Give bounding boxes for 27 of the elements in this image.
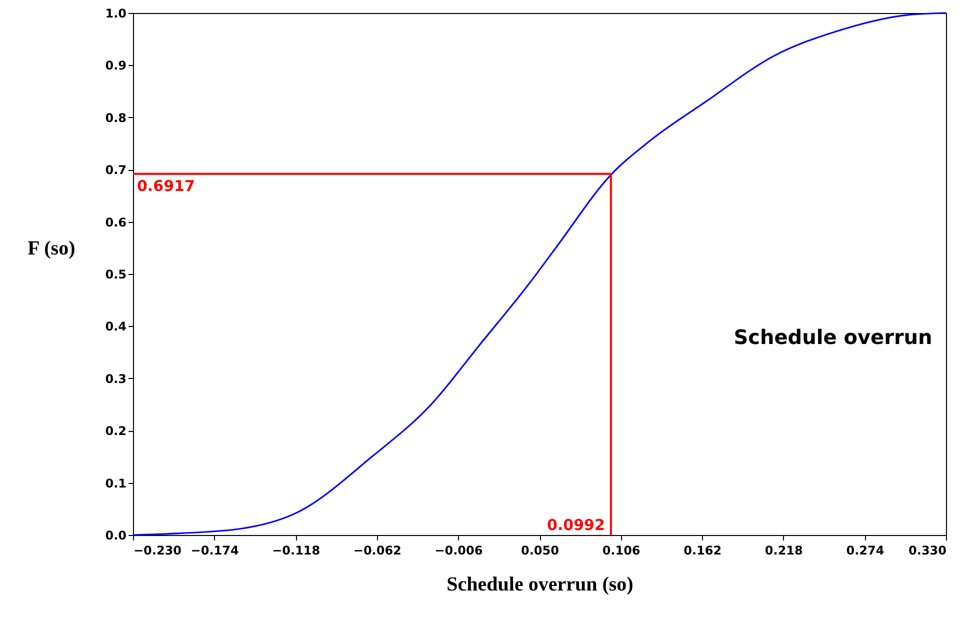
x-tick-label: −0.062	[353, 544, 402, 558]
ref-line-label: 0.0992	[547, 516, 605, 534]
y-axis-title: F (so)	[28, 238, 76, 260]
x-axis-title: Schedule overrun (so)	[446, 574, 634, 596]
y-tick-label: 0.7	[105, 163, 126, 178]
x-tick-label: 0.218	[764, 544, 803, 558]
x-tick-label: −0.006	[434, 544, 483, 558]
x-tick-label: −0.174	[190, 544, 239, 558]
y-tick-label: 0.9	[105, 58, 126, 73]
y-tick-label: 1.0	[105, 6, 126, 20]
y-tick-label: 0.5	[105, 268, 126, 282]
y-tick-label: 0.8	[105, 110, 126, 125]
y-tick-label: 0.6	[105, 215, 126, 230]
x-tick-label: −0.230	[134, 544, 182, 558]
x-tick-label: 0.106	[602, 544, 640, 558]
y-tick-label: 0.1	[105, 476, 126, 490]
x-tick-label: −0.118	[272, 544, 320, 558]
x-tick-label: 0.274	[846, 544, 884, 558]
y-tick-label: 0.3	[105, 372, 126, 386]
x-tick-label: 0.050	[521, 544, 559, 558]
x-tick-label: 0.330	[908, 544, 946, 558]
ref-line-label: 0.6917	[137, 176, 195, 195]
y-tick-label: 0.2	[105, 424, 126, 438]
y-tick-label: 0.0	[105, 528, 126, 542]
annotation: Schedule overrun	[734, 325, 932, 349]
x-tick-label: 0.162	[684, 544, 722, 558]
y-tick-label: 0.4	[105, 320, 126, 334]
